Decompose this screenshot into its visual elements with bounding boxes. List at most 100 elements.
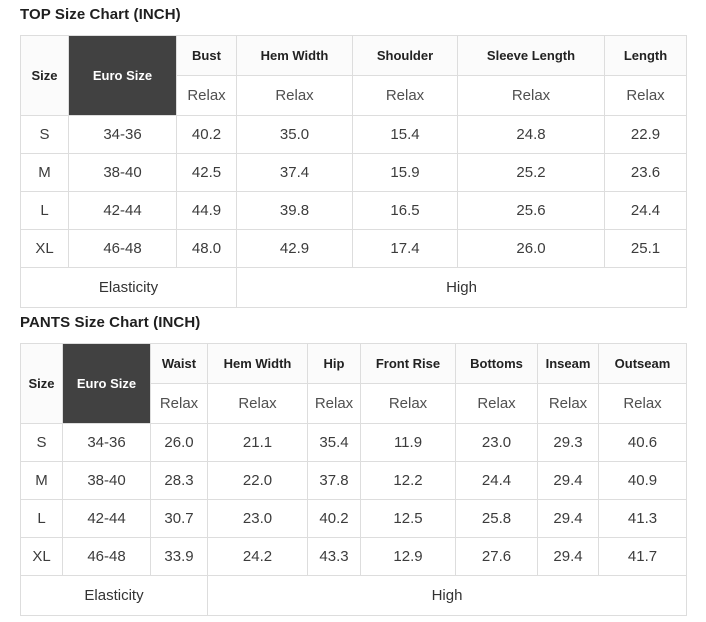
measurement-value-cell: 40.2	[176, 115, 237, 154]
measurement-value-cell: 37.4	[236, 153, 353, 192]
header-row-names: Size Euro Size Waist Hem Width Hip Front Ri…	[20, 343, 687, 424]
measurement-value-cell: 12.9	[360, 537, 456, 576]
measurement-value-cell: 22.0	[207, 461, 308, 500]
measurement-value-cell: 41.7	[598, 537, 687, 576]
size-row: L 42-44 44.9 39.8 16.5 25.6 24.4	[20, 191, 687, 230]
measurement-value-cell: 41.3	[598, 499, 687, 538]
elasticity-label-cell: Elasticity	[20, 267, 237, 308]
column-header-measure: Inseam	[537, 343, 599, 384]
chart-title: PANTS Size Chart (INCH)	[20, 314, 201, 331]
measurement-value-cell: 16.5	[352, 191, 458, 230]
header-row-fit: Relax Relax Relax Relax Relax Relax Relax	[21, 383, 687, 424]
measurement-value-cell: 24.8	[457, 115, 605, 154]
elasticity-row: Elasticity High	[20, 575, 687, 616]
column-header-measure: Sleeve Length	[457, 35, 605, 76]
column-header-size: Size	[20, 343, 63, 424]
euro-size-cell: 46-48	[68, 229, 177, 268]
measurement-value-cell: 25.2	[457, 153, 605, 192]
measurement-value-cell: 25.8	[455, 499, 538, 538]
size-row: S 34-36 40.2 35.0 15.4 24.8 22.9	[20, 115, 687, 154]
euro-size-cell: 34-36	[62, 423, 151, 462]
measurement-value-cell: 15.9	[352, 153, 458, 192]
elasticity-value-cell: High	[207, 575, 687, 616]
measurement-value-cell: 23.0	[207, 499, 308, 538]
measurement-value-cell: 40.9	[598, 461, 687, 500]
measurement-value-cell: 28.3	[150, 461, 208, 500]
column-header-measure: Hip	[307, 343, 361, 384]
measurement-value-cell: 15.4	[352, 115, 458, 154]
size-cell: S	[20, 115, 69, 154]
measurement-value-cell: 43.3	[307, 537, 361, 576]
measurement-value-cell: 22.9	[604, 115, 687, 154]
size-row: M 38-40 42.5 37.4 15.9 25.2 23.6	[20, 153, 687, 192]
table-body: S 34-36 26.0 21.1 35.4 11.9 23.0 29.3 40.6 M 38-40…	[20, 423, 687, 616]
measurement-value-cell: 29.4	[537, 537, 599, 576]
size-cell: L	[20, 191, 69, 230]
measurement-value-cell: 44.9	[176, 191, 237, 230]
size-cell: L	[20, 499, 63, 538]
measurement-value-cell: 29.4	[537, 461, 599, 500]
measurement-value-cell: 23.0	[455, 423, 538, 462]
column-header-measure: Waist	[150, 343, 208, 384]
column-header-euro-size: Euro Size	[62, 343, 151, 424]
euro-size-cell: 42-44	[62, 499, 151, 538]
measurement-value-cell: 27.6	[455, 537, 538, 576]
measurement-value-cell: 23.6	[604, 153, 687, 192]
header-row-names: Size Euro Size Bust Hem Width Shoulder Slee…	[20, 35, 687, 116]
euro-size-cell: 34-36	[68, 115, 177, 154]
measurement-value-cell: 30.7	[150, 499, 208, 538]
measurement-value-cell: 26.0	[457, 229, 605, 268]
measurement-value-cell: 24.2	[207, 537, 308, 576]
size-cell: M	[20, 153, 69, 192]
size-row: XL 46-48 48.0 42.9 17.4 26.0 25.1	[20, 229, 687, 268]
size-row: S 34-36 26.0 21.1 35.4 11.9 23.0 29.3 40.6	[20, 423, 687, 462]
measurement-value-cell: 25.6	[457, 191, 605, 230]
column-header-measure: Outseam	[598, 343, 687, 384]
measurement-value-cell: 29.3	[537, 423, 599, 462]
size-cell: S	[20, 423, 63, 462]
fit-type-cell: Relax	[236, 75, 353, 116]
column-header-measure: Front Rise	[360, 343, 456, 384]
header-row-fit: Relax Relax Relax Relax Relax	[21, 75, 687, 116]
column-header-measure: Hem Width	[236, 35, 353, 76]
fit-type-cell: Relax	[207, 383, 308, 424]
fit-type-cell: Relax	[457, 75, 605, 116]
fit-type-cell: Relax	[455, 383, 538, 424]
fit-type-cell: Relax	[176, 75, 237, 116]
fit-type-cell: Relax	[598, 383, 687, 424]
measurement-value-cell: 21.1	[207, 423, 308, 462]
column-header-measure: Length	[604, 35, 687, 76]
fit-type-cell: Relax	[537, 383, 599, 424]
fit-type-cell: Relax	[604, 75, 687, 116]
size-charts-container: TOP Size Chart (INCH) Size Euro Size Bus…	[20, 6, 687, 616]
euro-size-cell: 38-40	[62, 461, 151, 500]
measurement-value-cell: 24.4	[455, 461, 538, 500]
euro-size-cell: 46-48	[62, 537, 151, 576]
measurement-value-cell: 42.5	[176, 153, 237, 192]
measurement-value-cell: 26.0	[150, 423, 208, 462]
column-header-euro-size: Euro Size	[68, 35, 177, 116]
measurement-value-cell: 24.4	[604, 191, 687, 230]
fit-type-cell: Relax	[307, 383, 361, 424]
column-header-size: Size	[20, 35, 69, 116]
pants-size-chart-section: PANTS Size Chart (INCH) Size Euro Size W…	[20, 314, 687, 616]
size-row: XL 46-48 33.9 24.2 43.3 12.9 27.6 29.4 41.7	[20, 537, 687, 576]
measurement-value-cell: 11.9	[360, 423, 456, 462]
measurement-value-cell: 40.6	[598, 423, 687, 462]
column-header-measure: Bottoms	[455, 343, 538, 384]
size-cell: M	[20, 461, 63, 500]
measurement-value-cell: 35.0	[236, 115, 353, 154]
table-header: Size Euro Size Bust Hem Width Shoulder Slee…	[20, 35, 687, 116]
measurement-value-cell: 12.2	[360, 461, 456, 500]
table-body: S 34-36 40.2 35.0 15.4 24.8 22.9 M 38-40 42.5 37.4…	[20, 115, 687, 308]
fit-type-cell: Relax	[360, 383, 456, 424]
euro-size-cell: 38-40	[68, 153, 177, 192]
measurement-value-cell: 33.9	[150, 537, 208, 576]
chart-title: TOP Size Chart (INCH)	[20, 6, 181, 23]
elasticity-row: Elasticity High	[20, 267, 687, 308]
measurement-value-cell: 48.0	[176, 229, 237, 268]
elasticity-value-cell: High	[236, 267, 687, 308]
column-header-measure: Hem Width	[207, 343, 308, 384]
size-cell: XL	[20, 537, 63, 576]
fit-type-cell: Relax	[150, 383, 208, 424]
